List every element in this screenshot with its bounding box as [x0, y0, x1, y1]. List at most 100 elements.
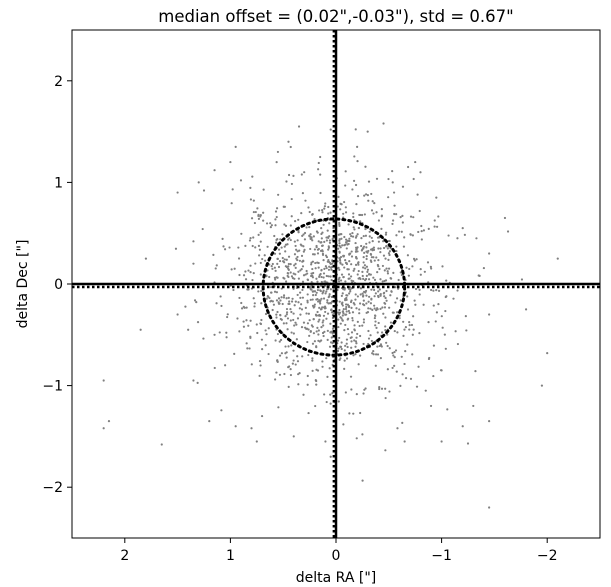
- scatter-point: [403, 440, 406, 443]
- scatter-point: [321, 306, 324, 309]
- scatter-point: [419, 268, 422, 271]
- scatter-point: [355, 248, 358, 251]
- scatter-point: [389, 321, 393, 324]
- scatter-point: [274, 278, 277, 281]
- scatter-point: [437, 302, 440, 306]
- scatter-point: [326, 229, 329, 232]
- scatter-point: [354, 293, 357, 296]
- scatter-point: [388, 250, 392, 253]
- scatter-point: [344, 206, 347, 209]
- scatter-point: [317, 320, 320, 323]
- scatter-point: [393, 329, 396, 333]
- scatter-point: [350, 346, 353, 349]
- scatter-point: [289, 319, 292, 322]
- scatter-point: [390, 277, 393, 280]
- scatter-point: [292, 332, 295, 335]
- scatter-point: [380, 208, 383, 211]
- scatter-point: [408, 267, 411, 271]
- scatter-point: [315, 277, 318, 280]
- scatter-point: [373, 288, 376, 292]
- scatter-point: [354, 345, 357, 348]
- scatter-point: [258, 374, 261, 377]
- scatter-point: [275, 238, 278, 242]
- scatter-point: [295, 248, 298, 251]
- scatter-point: [319, 155, 322, 159]
- scatter-point: [275, 241, 278, 244]
- scatter-point: [345, 238, 348, 241]
- scatter-point: [350, 336, 353, 339]
- scatter-point: [361, 270, 364, 273]
- scatter-point: [237, 257, 241, 260]
- scatter-point: [314, 293, 317, 297]
- scatter-point: [478, 274, 481, 277]
- scatter-point: [354, 353, 357, 356]
- scatter-point: [233, 267, 236, 270]
- scatter-point: [447, 234, 450, 237]
- x-axis-label: delta RA ["]: [296, 570, 376, 586]
- scatter-point: [305, 312, 308, 315]
- scatter-point: [292, 174, 295, 177]
- scatter-point: [322, 259, 325, 262]
- scatter-point: [395, 297, 399, 300]
- scatter-point: [283, 261, 286, 264]
- scatter-point: [322, 324, 325, 327]
- scatter-point: [412, 177, 415, 181]
- scatter-point: [247, 269, 250, 272]
- scatter-point: [160, 443, 163, 446]
- chart-title: median offset = (0.02",-0.03"), std = 0.…: [158, 7, 514, 26]
- scatter-point: [386, 368, 389, 371]
- scatter-point: [315, 314, 318, 317]
- scatter-point: [270, 265, 273, 268]
- scatter-point: [271, 267, 274, 270]
- scatter-point: [289, 271, 292, 274]
- scatter-point: [321, 244, 324, 247]
- scatter-point: [255, 440, 258, 443]
- scatter-point: [418, 293, 421, 296]
- scatter-point: [251, 278, 254, 282]
- scatter-point: [432, 289, 435, 292]
- scatter-point: [305, 226, 308, 229]
- scatter-point: [285, 280, 288, 283]
- scatter-point: [258, 359, 262, 363]
- scatter-point: [384, 302, 387, 305]
- scatter-point: [379, 251, 382, 254]
- scatter-point: [289, 263, 292, 266]
- scatter-point: [281, 256, 284, 260]
- scatter-point: [414, 303, 417, 306]
- scatter-point: [337, 266, 340, 269]
- scatter-point: [399, 384, 402, 387]
- scatter-point: [273, 290, 277, 293]
- scatter-point: [320, 275, 323, 279]
- scatter-point: [197, 181, 200, 184]
- scatter-point: [408, 328, 411, 331]
- scatter-point: [373, 295, 376, 298]
- scatter-point: [412, 328, 415, 331]
- scatter-point: [356, 273, 359, 276]
- scatter-point: [488, 252, 491, 255]
- scatter-point: [306, 340, 309, 344]
- scatter-point: [244, 270, 247, 273]
- data-points: [102, 122, 559, 509]
- scatter-point: [328, 295, 331, 298]
- scatter-point: [144, 257, 148, 260]
- scatter-point: [344, 170, 347, 173]
- scatter-point: [338, 268, 341, 271]
- scatter-point: [321, 360, 324, 363]
- scatter-point: [351, 231, 354, 235]
- scatter-point: [437, 215, 440, 218]
- scatter-point: [237, 246, 240, 249]
- scatter-point: [318, 318, 321, 321]
- scatter-point: [350, 306, 353, 309]
- scatter-point: [437, 289, 441, 292]
- scatter-point: [372, 212, 375, 215]
- scatter-point: [383, 279, 386, 283]
- scatter-point: [285, 356, 288, 359]
- scatter-point: [302, 260, 305, 263]
- scatter-point: [193, 299, 197, 302]
- scatter-point: [355, 203, 358, 206]
- scatter-point: [196, 381, 199, 384]
- scatter-point: [300, 303, 303, 306]
- scatter-point: [363, 194, 366, 197]
- scatter-point: [176, 313, 179, 316]
- y-tick-label: −1: [42, 379, 63, 395]
